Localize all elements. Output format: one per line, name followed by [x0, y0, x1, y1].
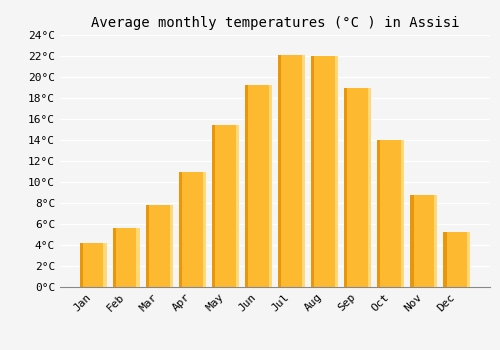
Bar: [136, 228, 140, 287]
Bar: [401, 140, 404, 287]
Bar: [212, 125, 215, 287]
Title: Average monthly temperatures (°C ) in Assisi: Average monthly temperatures (°C ) in As…: [91, 16, 459, 30]
Bar: [236, 125, 239, 287]
Bar: [434, 195, 438, 287]
Bar: [335, 56, 338, 287]
Bar: [444, 232, 470, 287]
Bar: [269, 85, 272, 287]
Bar: [104, 243, 106, 287]
Bar: [245, 85, 248, 287]
Bar: [80, 243, 83, 287]
Bar: [212, 125, 239, 287]
Bar: [410, 195, 438, 287]
Bar: [278, 55, 281, 287]
Bar: [410, 195, 414, 287]
Bar: [80, 243, 106, 287]
Bar: [302, 55, 305, 287]
Bar: [368, 88, 371, 287]
Bar: [467, 232, 470, 287]
Bar: [245, 85, 272, 287]
Bar: [311, 56, 314, 287]
Bar: [444, 232, 446, 287]
Bar: [170, 205, 173, 287]
Bar: [146, 205, 173, 287]
Bar: [344, 88, 371, 287]
Bar: [377, 140, 380, 287]
Bar: [179, 172, 182, 287]
Bar: [377, 140, 404, 287]
Bar: [146, 205, 149, 287]
Bar: [202, 172, 206, 287]
Bar: [112, 228, 116, 287]
Bar: [179, 172, 206, 287]
Bar: [112, 228, 140, 287]
Bar: [344, 88, 348, 287]
Bar: [278, 55, 305, 287]
Bar: [311, 56, 338, 287]
